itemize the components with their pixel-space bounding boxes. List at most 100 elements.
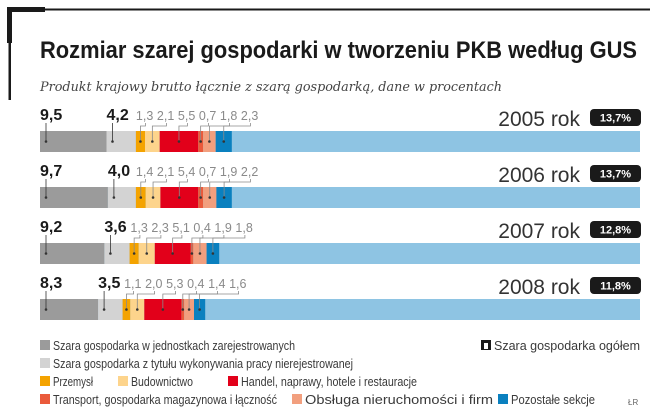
bars: 9,5 4,2 1,3 2,1 5,5 0,7 1,8 2,3 2005 rok 13,7%9,7… [40,107,641,320]
value-label: 2,1 [157,109,174,123]
value-label: 2,3 [241,109,258,123]
value-label: 0,7 [199,165,216,179]
legend-item: Pozostałe sekcje [498,393,595,407]
leader-line [146,235,162,254]
year-label: 2008 rok [498,276,580,299]
leader-line [208,123,230,142]
bar-segment [40,187,108,208]
leader-dot [136,308,139,311]
leader-dot [199,140,202,143]
bar-segment [40,243,105,264]
leader-dot [198,308,201,311]
value-label: 5,4 [178,165,195,179]
bar-segment [104,243,130,264]
legend-label: Szara gospodarka z tytułu wykonywania pr… [53,357,353,371]
leader-line [152,179,167,198]
value-label: 1,9 [214,221,231,235]
leader-line [136,291,156,310]
total-value: 12,8% [600,225,631,237]
leader-dot [125,308,128,311]
leader-line [223,123,251,142]
leader-dot [112,196,116,199]
leader-dot [161,308,165,311]
leader-line [199,235,225,254]
value-label: 3,5 [98,275,120,292]
bar-segment [106,131,136,152]
leader-line [140,179,146,198]
leader-line [199,291,240,310]
leader-dot [211,252,215,255]
value-label: 5,1 [172,221,189,235]
bar-row: 9,7 4,0 1,4 2,1 5,4 0,7 1,9 2,2 2006 rok 13,7% [40,163,641,208]
value-label: 9,2 [40,219,62,236]
legend-label: Handel, naprawy, hotele i restauracje [241,375,417,389]
legend-label: Szara gospodarka w jednostkach zarejestr… [53,339,295,353]
leader-line [151,123,167,142]
legend-swatch-total-inner [484,343,488,349]
legend-item: Handel, naprawy, hotele i restauracje [228,375,417,389]
leader-line [172,235,183,254]
bar-row: 9,5 4,2 1,3 2,1 5,5 0,7 1,8 2,3 2005 rok 13,7% [40,107,641,152]
leader-dot [187,308,191,311]
leader-dot [132,252,136,255]
value-label: 1,4 [208,277,225,291]
leader-line [200,179,209,198]
legend-swatch [40,340,50,350]
value-label: 1,1 [124,277,141,291]
value-label: 5,3 [166,277,183,291]
total-badge [590,165,641,182]
leader-line [223,179,251,198]
bar-segment [98,299,123,320]
value-label: 2,1 [157,165,174,179]
leader-line [191,235,204,254]
value-label: 0,4 [187,277,204,291]
year-label: 2006 rok [498,164,580,187]
leader-dot [222,140,226,143]
leader-dot [198,252,202,255]
value-label: 1,8 [220,109,237,123]
value-label: 1,4 [136,165,153,179]
leader-line [126,291,135,310]
value-label: 4,0 [108,163,130,180]
legend-label: Pozostałe sekcje [511,393,595,407]
leader-line [200,123,209,142]
legend-item: Szara gospodarka z tytułu wykonywania pr… [40,357,353,371]
legend-item: Przemysł [40,375,93,389]
legend-item: Obsługa nieruchomości i firm [292,393,493,407]
leader-dot [102,308,106,311]
leader-dot [222,196,226,199]
leader-dot [145,252,149,255]
credit: ŁR [628,398,638,407]
leader-line [178,179,188,198]
bar-segment [40,299,99,320]
leader-dot [44,196,48,199]
leader-dot [44,308,48,311]
chart-subtitle: Produkt krajowy brutto łącznie z szarą g… [39,80,502,95]
leader-dot [151,196,155,199]
leader-line [162,291,177,310]
value-label: 5,5 [178,109,195,123]
leader-line [140,123,146,142]
chart-title: Rozmiar szarej gospodarki w tworzeniu PK… [40,37,637,64]
total-value: 13,7% [600,113,631,125]
legend-swatch [40,376,50,386]
value-label: 3,6 [104,219,126,236]
leader-dot [190,252,194,255]
bar-segment [107,187,136,208]
legend-label: Transport, gospodarka magazynowa i łączn… [53,393,277,407]
leader-dot [111,140,114,143]
legend-item: Transport, gospodarka magazynowa i łączn… [40,393,277,407]
value-label: 2,2 [241,165,258,179]
legend-label-total: Szara gospodarka ogółem [494,339,640,353]
leader-dot [139,140,142,143]
leader-dot [44,140,48,143]
legend: Szara gospodarka w jednostkach zarejestr… [40,339,640,407]
value-label: 0,7 [199,109,216,123]
value-label: 0,4 [193,221,210,235]
leader-line [209,179,230,198]
legend-swatch [40,358,50,368]
value-label: 1,8 [235,221,252,235]
legend-swatch [118,376,128,386]
bar-segment [40,131,107,152]
leader-dot [139,196,143,199]
